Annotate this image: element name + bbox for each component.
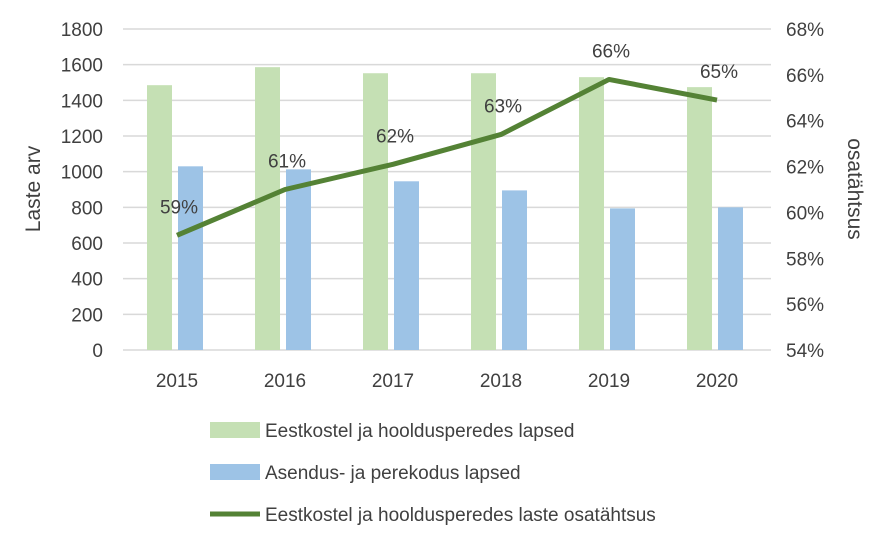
y-tick-label: 800: [71, 198, 103, 219]
x-tick-label: 2017: [372, 371, 414, 392]
y-tick-label: 1000: [61, 163, 103, 184]
data-label: 61%: [268, 152, 306, 173]
data-label: 65%: [700, 62, 738, 83]
y2-tick-label: 68%: [786, 20, 824, 41]
y2-axis-label: osatähtsus: [843, 138, 866, 240]
y-tick-label: 1200: [61, 127, 103, 148]
bar-institution-2019: [610, 208, 635, 350]
legend-swatch: [210, 422, 260, 438]
legend-label: Eestkostel ja hooldusperedes lapsed: [265, 421, 574, 442]
bar-institution-2020: [718, 207, 743, 350]
bar-foster-2020: [687, 87, 712, 351]
bar-foster-2019: [579, 77, 604, 351]
bar-foster-2018: [471, 73, 496, 350]
y-tick-label: 1800: [61, 20, 103, 41]
x-tick-label: 2019: [588, 371, 630, 392]
bar-institution-2016: [286, 169, 311, 350]
x-tick-label: 2020: [696, 371, 738, 392]
y-tick-label: 0: [92, 341, 103, 362]
data-label: 62%: [376, 126, 414, 147]
legend-label: Eestkostel ja hooldusperedes laste osatä…: [265, 505, 656, 526]
bar-foster-2015: [147, 85, 172, 351]
y2-tick-label: 54%: [786, 341, 824, 362]
share-line: [176, 76, 718, 238]
bar-institution-2018: [502, 190, 527, 350]
bar-institution-2017: [394, 181, 419, 350]
y-tick-label: 600: [71, 234, 103, 255]
y2-tick-label: 64%: [786, 112, 824, 133]
bar-institution-2015: [178, 166, 203, 350]
x-tick-label: 2018: [480, 371, 522, 392]
data-label: 63%: [484, 96, 522, 117]
y-tick-label: 200: [71, 305, 103, 326]
legend-swatch: [210, 464, 260, 480]
y2-tick-label: 58%: [786, 249, 824, 270]
y2-tick-label: 62%: [786, 158, 824, 179]
y-tick-label: 1400: [61, 91, 103, 112]
y2-tick-label: 56%: [786, 295, 824, 316]
y2-tick-label: 60%: [786, 203, 824, 224]
data-label: 59%: [160, 197, 198, 218]
y2-tick-label: 66%: [786, 66, 824, 87]
y-tick-label: 1600: [61, 56, 103, 77]
x-tick-label: 2015: [156, 371, 198, 392]
legend-label: Asendus- ja perekodus lapsed: [265, 463, 521, 484]
y-axis-label: Laste arv: [22, 145, 45, 232]
bar-foster-2016: [255, 67, 280, 350]
bar-foster-2017: [363, 73, 388, 350]
data-label: 66%: [592, 41, 630, 62]
x-tick-label: 2016: [264, 371, 306, 392]
y-tick-label: 400: [71, 270, 103, 291]
